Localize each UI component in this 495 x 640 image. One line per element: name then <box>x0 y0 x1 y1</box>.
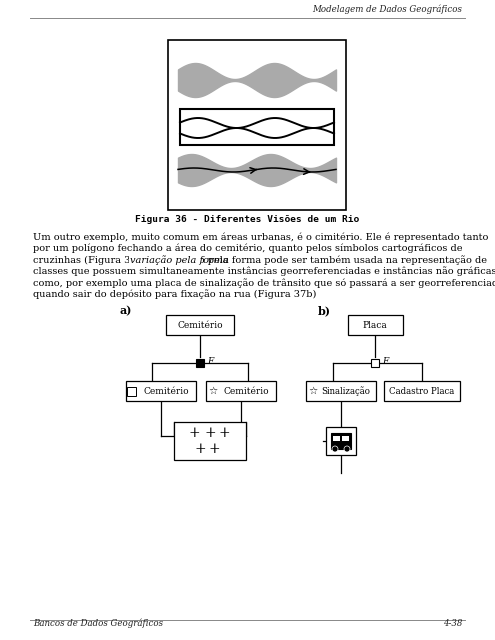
Text: cruzinhas (Figura 37a). A variação pela forma pode ser também usada na represent: cruzinhas (Figura 37a). A variação pela … <box>33 255 487 265</box>
Text: +: + <box>194 442 206 456</box>
Text: variação pela forma: variação pela forma <box>130 255 229 265</box>
Text: Bancos de Dados Geográficos: Bancos de Dados Geográficos <box>33 618 163 628</box>
Text: Cemitério: Cemitério <box>223 387 269 396</box>
Circle shape <box>344 446 350 452</box>
Text: Placa: Placa <box>363 321 388 330</box>
Text: +: + <box>188 426 200 440</box>
Text: b): b) <box>318 305 331 316</box>
Bar <box>331 433 351 449</box>
Text: +: + <box>208 442 220 456</box>
Bar <box>129 253 201 264</box>
Text: Figura 36 - Diferentes Visões de um Rio: Figura 36 - Diferentes Visões de um Rio <box>135 215 359 224</box>
Text: F: F <box>382 356 388 365</box>
Text: +: + <box>218 426 230 440</box>
Bar <box>127 387 136 396</box>
Text: como, por exemplo uma placa de sinalização de trânsito que só passará a ser geor: como, por exemplo uma placa de sinalizaç… <box>33 278 495 288</box>
Text: +: + <box>204 426 216 440</box>
Text: ☆: ☆ <box>208 386 217 396</box>
Bar <box>333 436 340 441</box>
Text: Cadastro Placa: Cadastro Placa <box>390 387 454 396</box>
Bar <box>306 381 376 401</box>
Circle shape <box>332 446 338 452</box>
Bar <box>196 359 204 367</box>
Text: Cemitério: Cemitério <box>143 387 189 396</box>
Bar <box>180 109 334 145</box>
Text: Cemitério: Cemitério <box>177 321 223 330</box>
Text: Sinalização: Sinalização <box>322 386 370 396</box>
Text: Modelagem de Dados Geográficos: Modelagem de Dados Geográficos <box>312 4 462 14</box>
Text: F: F <box>207 356 213 365</box>
Bar <box>206 381 276 401</box>
Text: 4-38: 4-38 <box>443 619 462 628</box>
Bar <box>347 315 402 335</box>
Bar <box>168 40 346 210</box>
Bar <box>371 359 379 367</box>
Text: ☆: ☆ <box>308 386 317 396</box>
Bar <box>126 381 196 401</box>
Bar <box>326 427 356 455</box>
Text: por um polígono fechando a área do cemitério, quanto pelos símbolos cartográfico: por um polígono fechando a área do cemit… <box>33 243 462 253</box>
Bar <box>384 381 460 401</box>
Text: Um outro exemplo, muito comum em áreas urbanas, é o cimitério. Ele é representad: Um outro exemplo, muito comum em áreas u… <box>33 232 489 241</box>
Bar <box>342 436 349 441</box>
Bar <box>166 315 234 335</box>
Text: quando sair do depósito para fixação na rua (Figura 37b): quando sair do depósito para fixação na … <box>33 289 316 300</box>
Text: classes que possuem simultaneamente instâncias georreferenciadas e instâncias nã: classes que possuem simultaneamente inst… <box>33 266 495 276</box>
Bar <box>174 422 246 460</box>
Text: a): a) <box>120 305 132 316</box>
